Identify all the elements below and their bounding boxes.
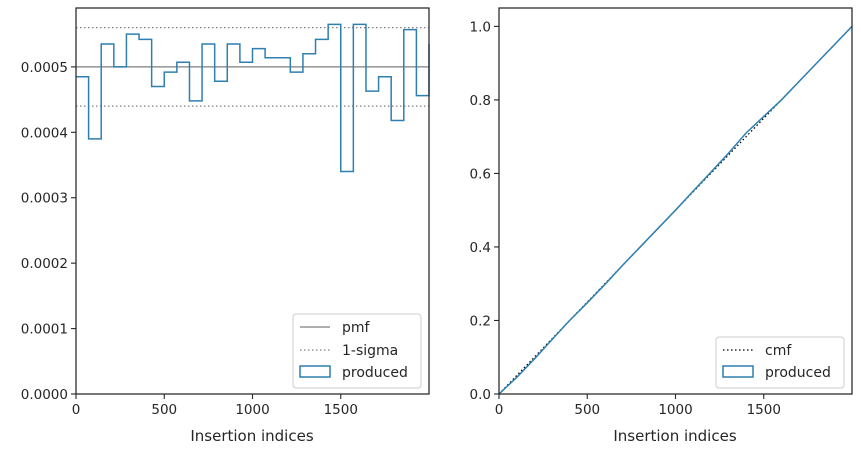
left-y-tick-label: 0.0004 [21,125,68,141]
legend-pmf-label: pmf [342,320,371,336]
right-x-tick-label: 0 [495,402,504,418]
right-y-tick-label: 0.8 [470,93,491,109]
left-x-tick-label: 0 [72,402,81,418]
legend-produced-label-right: produced [765,365,831,381]
left-histogram-panel: 0 500 1000 1500 0.0000 0.0001 0.0002 0.0003 0.0… [21,7,430,445]
produced-cumulative-line [498,25,853,395]
legend-produced-swatch-right [722,365,754,378]
right-y-tick-label: 0.4 [470,240,491,256]
left-y-tick-label: 0.0000 [21,387,68,403]
left-x-axis-title: Insertion indices [190,427,313,445]
legend-produced-label: produced [342,365,408,381]
right-y-tick-label: 0.0 [470,387,491,403]
right-y-tick-label: 1.0 [470,19,491,35]
legend-sigma-label: 1-sigma [342,343,398,359]
right-x-tick-label: 500 [574,402,600,418]
produced-histogram-step [76,23,430,173]
left-x-tick-label: 1000 [235,402,269,418]
left-legend-box [292,313,422,389]
left-y-tick-label: 0.0001 [21,322,68,338]
right-y-tick-label: 0.6 [470,166,491,182]
left-legend: pmf 1-sigma produced [292,313,422,389]
left-axes-frame [75,7,430,395]
right-legend: cmf produced [715,336,845,389]
left-x-tick-label: 1500 [324,402,358,418]
legend-produced-swatch [299,365,331,378]
right-y-tick-label: 0.2 [470,313,491,329]
left-x-tick-label: 500 [151,402,177,418]
right-x-tick-label: 1500 [747,402,781,418]
right-cmf-panel: 0 500 1000 1500 0.0 0.2 0.4 0.6 0.8 1.0 Insertio… [470,7,853,445]
right-x-axis-title: Insertion indices [613,427,736,445]
left-y-tick-label: 0.0003 [21,191,68,207]
right-x-tick-label: 1000 [658,402,692,418]
legend-cmf-label: cmf [765,343,792,359]
right-axes-frame [498,7,853,395]
left-y-tick-label: 0.0002 [21,256,68,272]
left-y-tick-label: 0.0005 [21,60,68,76]
